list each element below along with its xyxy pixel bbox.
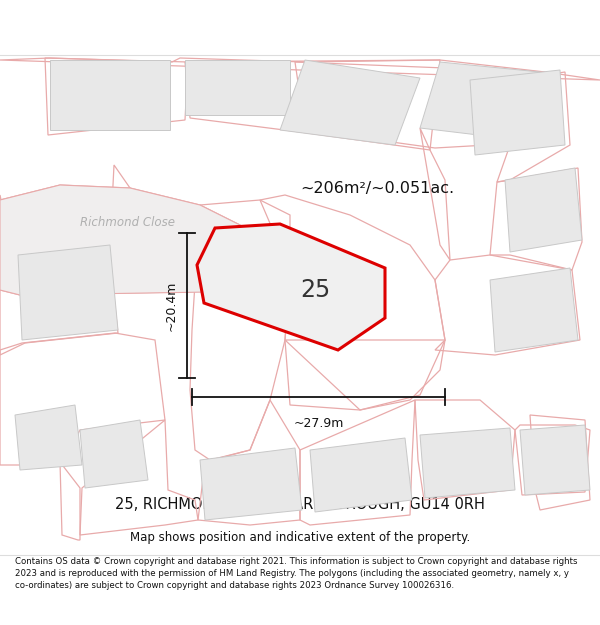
Text: ~27.9m: ~27.9m [293, 417, 344, 430]
Polygon shape [490, 268, 578, 352]
Text: Richmond Close: Richmond Close [80, 216, 175, 229]
Text: ~20.4m: ~20.4m [164, 280, 178, 331]
Polygon shape [200, 448, 302, 520]
Polygon shape [50, 60, 170, 130]
Polygon shape [420, 428, 515, 498]
Polygon shape [15, 405, 82, 470]
Polygon shape [280, 60, 420, 145]
Text: Map shows position and indicative extent of the property.: Map shows position and indicative extent… [130, 531, 470, 544]
Polygon shape [80, 420, 148, 488]
Text: 25: 25 [300, 278, 330, 302]
Polygon shape [185, 60, 290, 115]
Text: 25, RICHMOND CLOSE, FARNBOROUGH, GU14 0RH: 25, RICHMOND CLOSE, FARNBOROUGH, GU14 0R… [115, 497, 485, 512]
Polygon shape [520, 425, 590, 495]
Polygon shape [0, 185, 255, 295]
Polygon shape [470, 70, 565, 155]
Polygon shape [505, 168, 582, 252]
Polygon shape [197, 224, 385, 350]
Polygon shape [310, 438, 412, 512]
Polygon shape [18, 245, 118, 340]
Text: Contains OS data © Crown copyright and database right 2021. This information is : Contains OS data © Crown copyright and d… [15, 557, 577, 590]
Text: ~206m²/~0.051ac.: ~206m²/~0.051ac. [300, 181, 454, 196]
Polygon shape [420, 62, 540, 140]
